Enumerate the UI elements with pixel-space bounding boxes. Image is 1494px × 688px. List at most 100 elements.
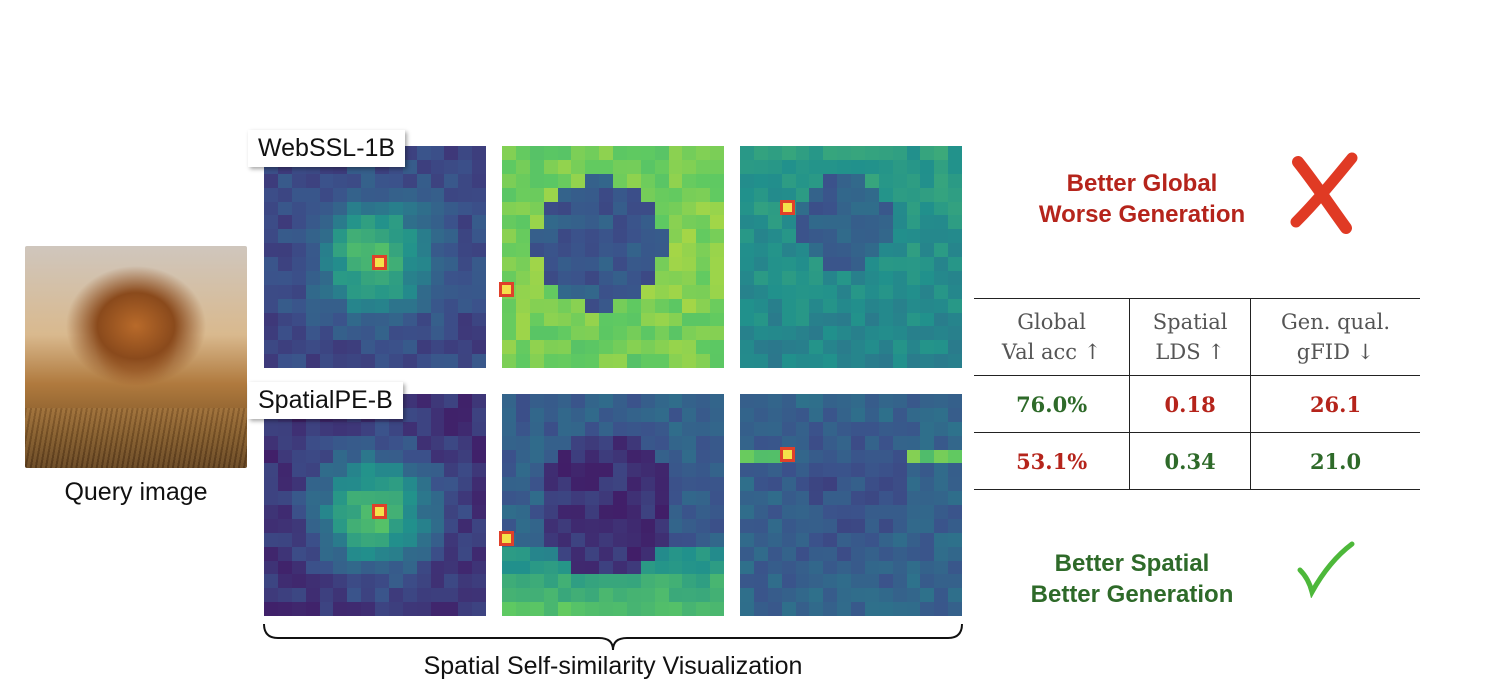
heatmap-cell: [613, 546, 627, 561]
heatmap-cell: [319, 270, 334, 285]
heatmap-cell: [767, 491, 782, 505]
heatmap-cell: [543, 243, 558, 257]
heatmap-cell: [599, 602, 613, 616]
heatmap-cell: [291, 270, 306, 285]
heatmap-cell: [529, 159, 544, 174]
heatmap-cell: [430, 173, 445, 188]
heatmap-cell: [948, 270, 962, 285]
heatmap-cell: [864, 257, 879, 271]
heatmap-cell: [333, 560, 348, 575]
heatmap-cell: [753, 546, 768, 561]
heatmap-cell: [696, 394, 711, 408]
heatmap-cell: [599, 532, 613, 547]
heatmap-cell: [416, 532, 431, 547]
heatmap-cell: [823, 187, 838, 202]
heatmap-cell: [388, 560, 403, 575]
heatmap-cell: [515, 298, 530, 313]
heatmap-cell: [710, 505, 724, 519]
heatmap-cell: [710, 407, 724, 422]
heatmap-cell: [781, 463, 796, 478]
heatmap-cell: [753, 326, 768, 341]
heatmap-cell: [585, 588, 600, 603]
heatmap-cell: [347, 546, 362, 561]
heatmap-cell: [753, 159, 768, 174]
heatmap-cell: [864, 532, 879, 547]
heatmap-cell: [696, 243, 711, 257]
heatmap-cell: [361, 505, 375, 519]
heatmap-cell: [430, 312, 445, 327]
heatmap-cell: [823, 298, 838, 313]
heatmap-cell: [668, 477, 683, 492]
heatmap-cell: [515, 312, 530, 327]
heatmap-cell: [472, 146, 486, 160]
heatmap-cell: [837, 532, 851, 547]
heatmap-cell: [823, 421, 838, 436]
heatmap-cell: [682, 159, 697, 174]
heatmap-cell: [416, 215, 431, 230]
heatmap-cell: [934, 546, 949, 561]
heatmap-cell: [319, 421, 334, 436]
heatmap-cell: [416, 146, 431, 160]
heatmap-cell: [277, 435, 292, 450]
heatmap-cell: [444, 477, 459, 492]
heatmap-cell: [668, 505, 683, 519]
heatmap-cell: [823, 215, 838, 230]
heatmap-cell: [878, 407, 893, 422]
heatmap-cell: [934, 354, 949, 368]
heatmap-cell: [319, 463, 334, 478]
heatmap-cell: [277, 298, 292, 313]
heatmap-cell: [781, 518, 796, 533]
heatmap-cell: [388, 257, 403, 271]
heatmap-cell: [543, 159, 558, 174]
heatmap-cell: [291, 491, 306, 505]
heatmap-cell: [543, 394, 558, 408]
heatmap-cell: [906, 312, 921, 327]
heatmap-cell: [696, 463, 711, 478]
heatmap-cell: [291, 560, 306, 575]
heatmap-cell: [264, 421, 278, 436]
heatmap-cell: [696, 326, 711, 341]
heatmap-cell: [906, 243, 921, 257]
heatmap-cell: [458, 257, 473, 271]
heatmap-cell: [543, 532, 558, 547]
heatmap-cell: [319, 187, 334, 202]
heatmap-cell: [920, 407, 935, 422]
heatmap-cell: [864, 173, 879, 188]
heatmap-cell: [571, 159, 586, 174]
heatmap-cell: [809, 340, 824, 355]
heatmap-cell: [864, 546, 879, 561]
heatmap-cell: [740, 602, 754, 616]
heatmap-cell: [319, 435, 334, 450]
heatmap-cell: [767, 146, 782, 160]
heatmap-cell: [892, 298, 907, 313]
heatmap-cell: [906, 298, 921, 313]
heatmap-cell: [305, 546, 320, 561]
heatmap-cell: [668, 201, 683, 216]
heatmap-cell: [851, 312, 865, 327]
heatmap-cell: [305, 187, 320, 202]
heatmap-cell: [305, 588, 320, 603]
heatmap-cell: [682, 312, 697, 327]
heatmap-cell: [654, 229, 669, 244]
heatmap-cell: [543, 421, 558, 436]
heatmap-cell: [529, 270, 544, 285]
heatmap-cell: [626, 463, 641, 478]
heatmap-cell: [654, 505, 669, 519]
heatmap-cell: [319, 532, 334, 547]
heatmap-cell: [416, 187, 431, 202]
heatmap-cell: [920, 602, 935, 616]
heatmap-cell: [277, 257, 292, 271]
heatmap-cell: [430, 574, 445, 589]
heatmap-cell: [696, 229, 711, 244]
heatmap-cell: [515, 257, 530, 271]
heatmap-cell: [696, 187, 711, 202]
heatmap-cell: [682, 518, 697, 533]
heatmap-cell: [543, 602, 558, 616]
heatmap-cell: [388, 505, 403, 519]
header-line: Gen. qual.: [1281, 310, 1390, 334]
heatmap-cell: [458, 354, 473, 368]
heatmap-cell: [809, 173, 824, 188]
heatmap-cell: [571, 187, 586, 202]
heatmap-cell: [361, 518, 375, 533]
heatmap-cell: [626, 187, 641, 202]
